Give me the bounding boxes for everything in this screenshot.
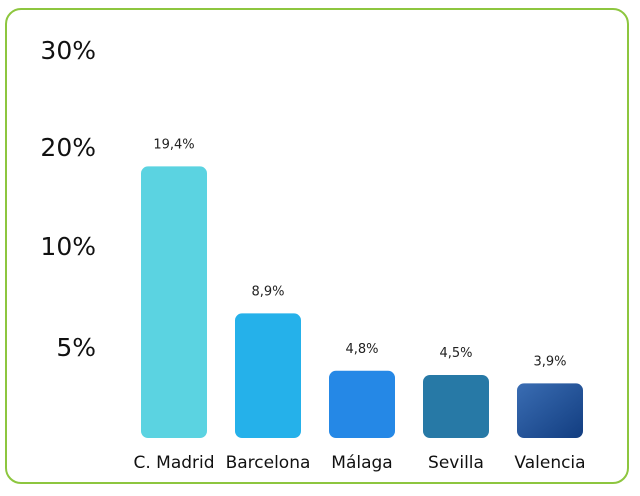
bar-value-label: 3,9%	[533, 354, 566, 369]
bar-value-label: 8,9%	[251, 284, 284, 299]
x-category-label: Málaga	[331, 453, 392, 473]
bar	[423, 375, 489, 438]
bar	[517, 383, 583, 438]
x-category-label: Valencia	[514, 453, 585, 473]
y-tick-label: 30%	[40, 36, 96, 65]
y-tick-label: 5%	[56, 333, 96, 362]
bar	[235, 313, 301, 438]
bar	[329, 370, 395, 438]
bar	[141, 166, 207, 438]
x-category-label: C. Madrid	[133, 453, 214, 473]
bar-value-label: 19,4%	[153, 137, 194, 152]
y-tick-label: 10%	[40, 232, 96, 261]
bar-value-label: 4,8%	[345, 342, 378, 357]
x-category-label: Sevilla	[428, 453, 484, 473]
x-category-label: Barcelona	[226, 453, 311, 473]
y-tick-label: 20%	[40, 133, 96, 162]
bar-value-label: 4,5%	[439, 346, 472, 361]
